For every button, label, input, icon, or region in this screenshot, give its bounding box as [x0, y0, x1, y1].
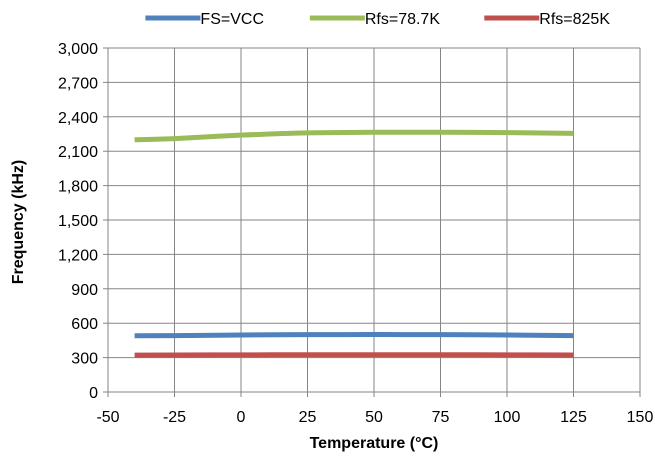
x-tick-label: 25 — [299, 409, 317, 426]
legend-label-fs-vcc: FS=VCC — [200, 11, 264, 28]
y-tick-label: 3,000 — [58, 41, 98, 58]
legend-label-rfs-825k: Rfs=825K — [539, 11, 610, 28]
series-line-rfs-78-7k — [134, 129, 574, 143]
x-tick-label: 100 — [494, 409, 521, 426]
x-tick-label: 75 — [432, 409, 450, 426]
y-axis-tick-labels: 0 300 600 900 1,200 1,500 1,800 2,100 2,400 2,700… — [58, 41, 98, 402]
x-axis-tick-labels: -50 -25 0 25 50 75 100 125 150 — [96, 409, 653, 426]
y-tick-label: 1,500 — [58, 213, 98, 230]
y-tick-label: 0 — [89, 385, 98, 402]
series-line-fs-vcc — [134, 332, 574, 339]
plot-axes — [103, 47, 641, 397]
plot-series — [134, 129, 574, 358]
y-tick-label: 2,100 — [58, 144, 98, 161]
y-tick-label: 600 — [71, 316, 98, 333]
plot-grid — [108, 47, 641, 392]
y-tick-label: 2,400 — [58, 110, 98, 127]
x-tick-label: -25 — [163, 409, 186, 426]
x-tick-label: 50 — [365, 409, 383, 426]
x-axis-title: Temperature (°C) — [310, 435, 439, 452]
x-tick-label: -50 — [96, 409, 119, 426]
x-tick-label: 0 — [237, 409, 246, 426]
chart-legend: FS=VCC Rfs=78.7K Rfs=825K — [145, 11, 610, 28]
y-tick-label: 1,800 — [58, 179, 98, 196]
x-tick-label: 125 — [560, 409, 587, 426]
y-tick-label: 300 — [71, 351, 98, 368]
y-axis-title: Frequency (kHz) — [10, 160, 27, 284]
y-tick-label: 900 — [71, 282, 98, 299]
y-tick-label: 2,700 — [58, 75, 98, 92]
legend-label-rfs-78-7k: Rfs=78.7K — [365, 11, 440, 28]
y-tick-label: 1,200 — [58, 247, 98, 264]
x-tick-label: 150 — [627, 409, 654, 426]
